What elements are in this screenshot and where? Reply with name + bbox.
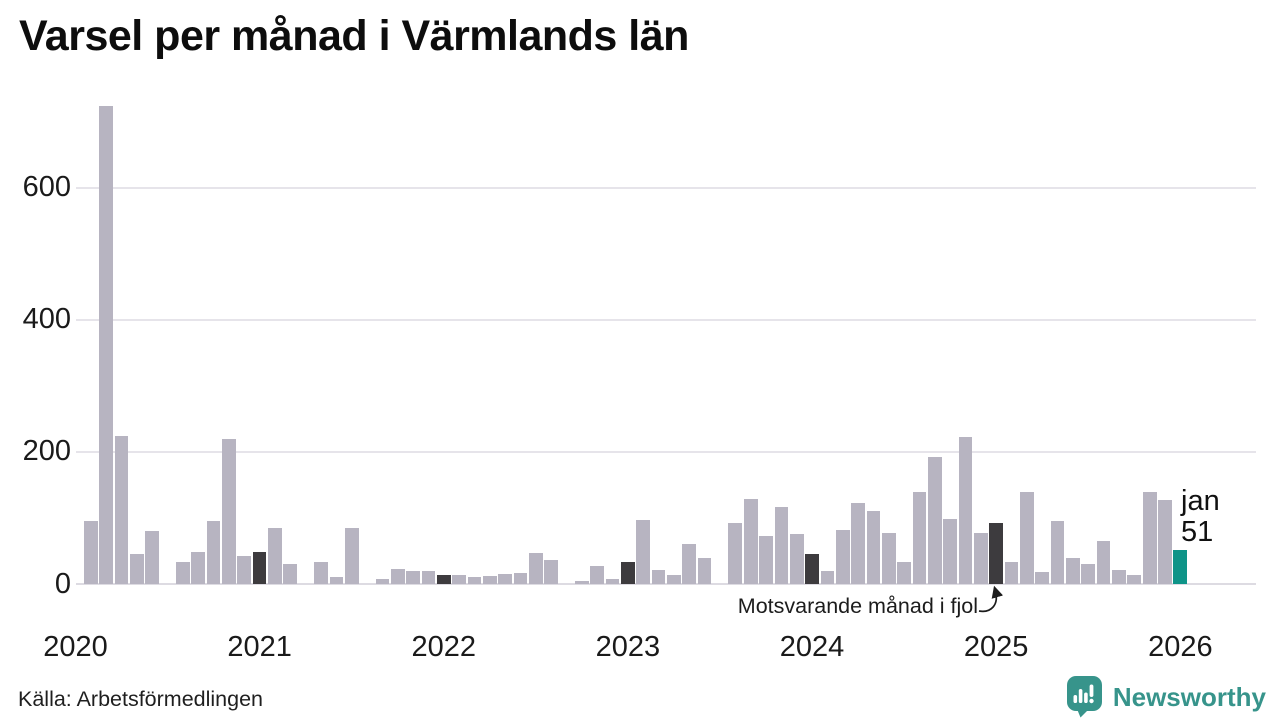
- x-tick-label-2023: 2023: [595, 631, 661, 663]
- bar-2022-08: [544, 560, 559, 584]
- bar-2025-10: [1127, 575, 1142, 584]
- bar-2023-10: [759, 535, 773, 584]
- bar-2024-10: [943, 518, 958, 584]
- bar-2024-11: [958, 437, 973, 584]
- bar-2021-07: [344, 527, 359, 584]
- bar-2022-01: [436, 575, 451, 584]
- y-tick-label-200: 200: [22, 435, 71, 468]
- bar-2024-01: [805, 553, 819, 584]
- x-tick-label-2022: 2022: [411, 631, 477, 663]
- x-tick-label-2024: 2024: [779, 631, 845, 663]
- bar-2022-10: [575, 580, 589, 584]
- gridline-400: [76, 318, 1256, 321]
- bar-2022-04: [482, 576, 497, 584]
- bar-2025-01: [989, 523, 1004, 584]
- bar-2024-02: [820, 571, 835, 584]
- gridline-0: [76, 583, 1256, 585]
- bar-2022-03: [467, 576, 482, 584]
- y-tick-label-600: 600: [22, 171, 71, 204]
- newsworthy-wordmark: Newsworthy: [1112, 681, 1266, 712]
- bar-2021-01: [252, 552, 267, 584]
- bar-2025-06: [1066, 558, 1080, 584]
- bar-2021-11: [406, 571, 420, 584]
- bar-2023-02: [636, 519, 651, 584]
- bar-2020-03: [99, 105, 114, 584]
- bar-2025-09: [1112, 570, 1126, 584]
- x-tick-label-2020: 2020: [43, 631, 108, 663]
- bar-2025-03: [1020, 492, 1034, 584]
- current-month-name: jan: [1181, 485, 1220, 517]
- bar-2026-01: [1173, 550, 1188, 584]
- bar-2021-03: [283, 563, 298, 584]
- bar-2024-05: [866, 511, 881, 584]
- bar-2020-11: [222, 438, 236, 584]
- x-tick-label-2025: 2025: [963, 631, 1029, 663]
- current-month-value: 51: [1181, 516, 1214, 548]
- gridline-600: [76, 186, 1256, 189]
- bar-2022-11: [590, 565, 605, 584]
- bar-2020-02: [83, 521, 98, 584]
- gridline-200: [76, 450, 1256, 453]
- x-tick-label-2026: 2026: [1148, 631, 1213, 663]
- bar-2023-05: [682, 543, 697, 584]
- bar-2023-12: [789, 533, 804, 584]
- bar-2025-04: [1035, 572, 1050, 584]
- bar-2025-11: [1142, 491, 1157, 584]
- bar-2022-06: [513, 572, 528, 584]
- bar-2023-08: [728, 522, 743, 584]
- bar-2025-12: [1158, 500, 1172, 584]
- bar-2020-09: [191, 551, 206, 584]
- bar-2021-10: [390, 568, 405, 584]
- bar-2020-10: [206, 521, 221, 584]
- bar-2025-07: [1081, 564, 1096, 584]
- bar-2024-06: [881, 533, 896, 584]
- bar-2024-03: [835, 529, 850, 584]
- bar-2022-12: [605, 578, 620, 584]
- bar-2023-09: [743, 499, 758, 584]
- bar-2022-05: [498, 574, 513, 584]
- bar-2022-07: [529, 552, 543, 584]
- bar-2020-05: [130, 554, 144, 584]
- bar-2021-02: [268, 527, 282, 584]
- bar-2020-08: [176, 561, 190, 584]
- newsworthy-icon: [1066, 676, 1102, 718]
- bar-2023-06: [697, 558, 712, 584]
- bar-2024-09: [927, 456, 942, 584]
- bar-2023-04: [667, 574, 681, 584]
- bar-2020-04: [114, 436, 129, 584]
- bar-2024-07: [897, 561, 911, 584]
- bar-2025-05: [1050, 521, 1065, 584]
- bar-2023-01: [621, 561, 635, 584]
- bar-2020-12: [237, 556, 252, 584]
- y-tick-label-0: 0: [54, 567, 71, 600]
- bar-2021-06: [329, 577, 344, 584]
- source-label: Källa: Arbetsförmedlingen: [18, 687, 264, 711]
- y-tick-label-400: 400: [22, 303, 71, 336]
- current-month-label: jan 51: [1181, 486, 1220, 548]
- bar-2022-02: [452, 574, 466, 584]
- annotation-label: Motsvarande månad i fjol: [737, 594, 978, 618]
- x-tick-label-2021: 2021: [227, 631, 292, 663]
- bar-2024-04: [851, 503, 865, 584]
- bar-2023-03: [651, 570, 666, 584]
- bar-2021-05: [314, 562, 328, 584]
- bar-2024-08: [912, 492, 927, 584]
- bar-2021-09: [375, 579, 390, 584]
- chart-title: Varsel per månad i Värmlands län: [19, 12, 689, 60]
- bar-2023-11: [774, 506, 789, 584]
- bar-2025-08: [1096, 541, 1111, 584]
- bar-2021-12: [421, 571, 436, 584]
- annotation-arrow-icon: [978, 585, 1004, 613]
- bar-2020-06: [145, 531, 160, 584]
- bar-2024-12: [974, 532, 988, 584]
- newsworthy-logo: Newsworthy: [1066, 676, 1266, 718]
- bar-2025-02: [1004, 562, 1019, 584]
